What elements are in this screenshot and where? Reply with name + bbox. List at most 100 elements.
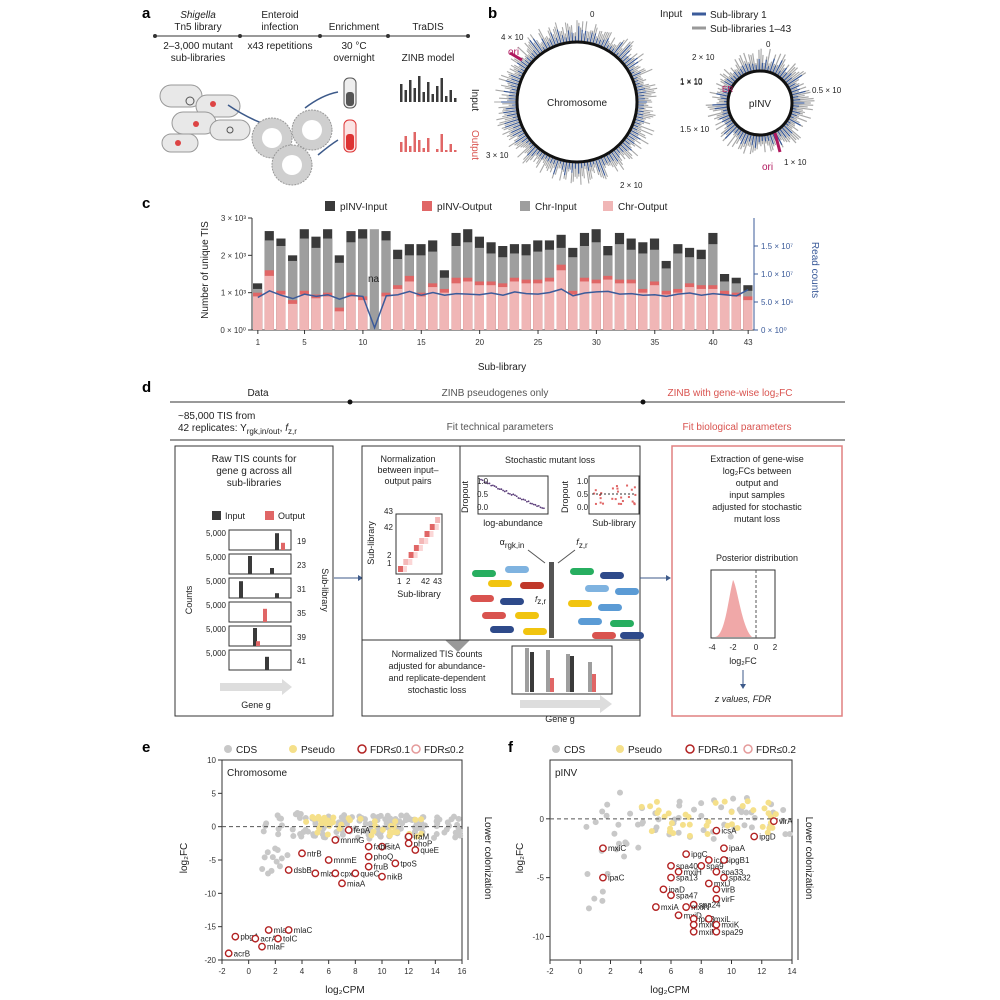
spike-all [784,71,797,82]
spike-all [787,78,800,87]
raw-row-label: 41 [297,657,306,666]
spike-all [604,155,611,166]
panel-b: b Chromosome ori 0 1 × 10 1.5 × 10 2 × 1… [486,5,842,190]
spike-all [569,26,572,42]
spike-sub1 [618,44,631,58]
sub-zinb: ZINB model [402,53,455,64]
y-tick-label: 0 [212,823,217,832]
spike-sub1 [727,86,731,89]
gene-label: mnmE [334,856,357,865]
point-cds [275,825,282,832]
spike-all [756,58,759,71]
gene-label: ipgD [759,832,776,841]
posterior-title: Posterior distribution [716,553,798,563]
raw-row-frame [228,601,292,623]
point-pseudo [668,820,675,827]
spike-sub1 [634,79,639,83]
raw-ytick: 5,000 [206,553,227,562]
bar-chr-output [731,296,741,330]
spike-sub1 [580,29,583,42]
spike-all [510,64,524,73]
gene-label: spa32 [729,874,751,883]
chart-e-legend: CDS Pseudo FDR≤0.1 FDR≤0.2 [224,744,464,756]
spike-sub1 [600,157,606,166]
spike-sub1 [531,52,536,58]
y-tick-label: 0 × 10⁰ [220,326,246,335]
norm-title-3: output pairs [384,476,432,486]
x-tick-label: 4 [300,967,305,976]
dropout-sublib-label: Sub-library [592,518,636,528]
spike-sub1 [748,134,752,142]
bar-chr-output [673,292,683,330]
bar-chr-output [521,283,531,330]
spike-all [633,77,642,81]
spike-all [599,158,608,178]
spike-all [790,114,808,123]
y2-tick-label: 0 × 10⁰ [761,326,787,335]
spike-sub1 [555,37,559,45]
fzr-label: fz,r [576,537,588,550]
x-tick-label: 10 [358,338,367,347]
y-tick-label: 3 × 10³ [221,214,246,223]
point-pseudo [303,818,310,825]
spike-sub1 [724,88,730,92]
point-cds [262,822,269,829]
matrix-cell [408,559,413,565]
spike-all [528,41,540,55]
extr-1: Extraction of gene-wise [710,454,804,464]
normalized-bar [570,656,574,692]
spike-all [743,52,751,72]
point-pseudo [316,825,323,832]
spike-sub1 [738,131,745,140]
x-tick-label: 15 [417,338,426,347]
bar-chr-output [696,288,706,330]
gene-label: mxiM [699,928,718,937]
alpha-label: αrgk,in [500,537,525,550]
dropout-point [634,493,637,496]
mutant-cells [470,566,644,639]
point-pseudo [739,802,746,809]
mat-xlabel: Sub-library [397,589,441,599]
spike-all [732,127,739,133]
line-read-counts [257,288,749,330]
spike-sub1 [506,113,518,117]
chr-ori-label: ori [508,47,519,58]
raw-ytick: 5,000 [206,625,227,634]
input-bar [454,98,457,102]
spike-all [740,66,746,75]
sub-temp: 30 °C [341,41,366,52]
spike-all [791,90,799,95]
sub-overnight: overnight [333,53,374,64]
gene-label: mxiG [699,921,718,930]
point-cds [698,800,705,807]
raw-ytick: 5,000 [206,577,227,586]
point-cds [748,824,755,831]
spike-sub1 [783,125,793,134]
matrix-cell [398,566,403,572]
point-cds [264,849,271,856]
e-legend-fdr02: FDR≤0.2 [424,745,464,756]
bar-chr-output [323,296,333,330]
point-fdr [712,894,721,903]
chr-tick-3: 3 × 10 [486,151,509,160]
output-bar [449,144,452,152]
chart-e-ylabel: log₂FC [179,843,190,874]
mat-xtick-43: 43 [433,577,442,586]
spike-sub1 [788,118,801,126]
point-fdr [364,852,373,861]
dropout-point [526,500,528,503]
raw-ytick: 5,000 [206,529,227,538]
point-fdr [599,844,607,853]
gene-label: icsA [721,827,737,836]
point-cds [403,812,410,819]
point-pseudo [724,822,731,829]
x-tick-label: 1 [256,338,261,347]
spike-sub1 [714,106,728,110]
spike-all [502,108,517,112]
dropout-point [616,487,619,490]
spike-sub1 [556,29,562,44]
y2-tick-label: 1.5 × 10⁷ [761,242,793,251]
gene-label: phoQ [374,853,394,862]
gene-label: cpxR [340,869,358,878]
label-output: Output [469,130,480,160]
